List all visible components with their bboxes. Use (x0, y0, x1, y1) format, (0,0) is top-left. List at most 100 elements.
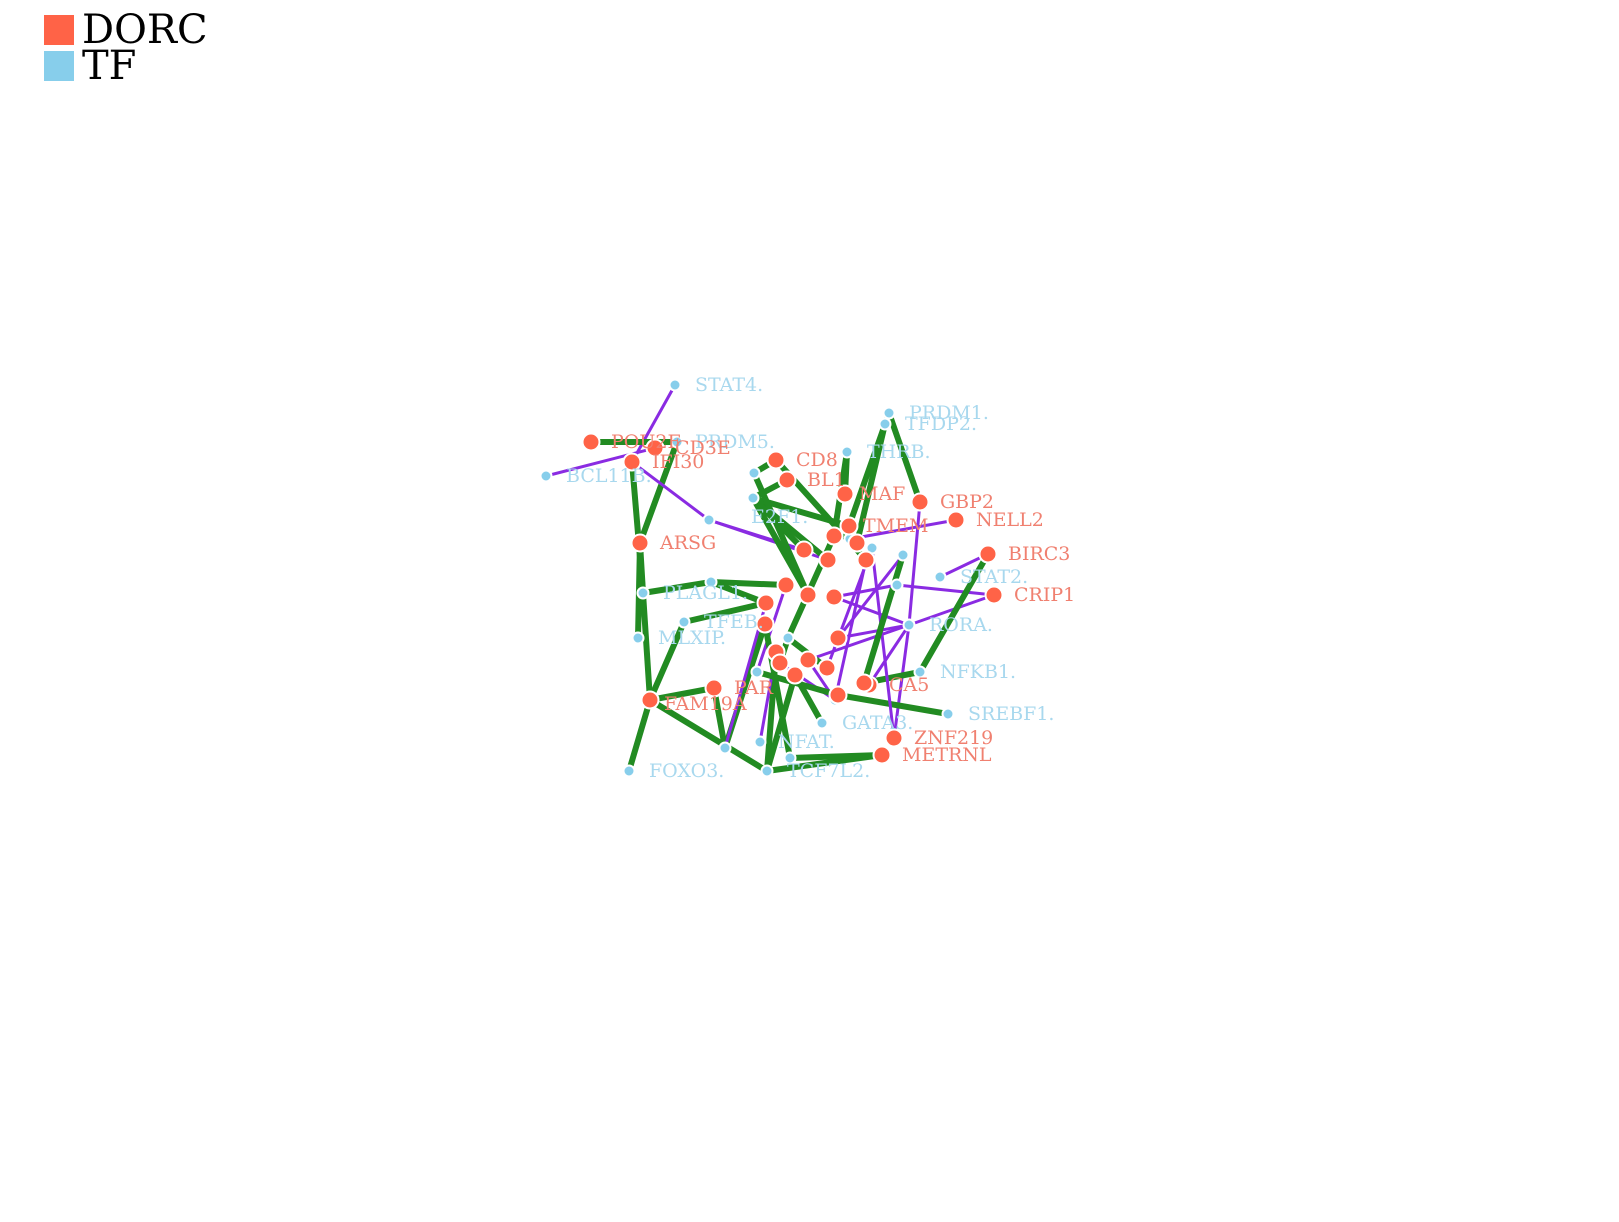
node-tfdp2 (878, 417, 892, 431)
edge-bcl11b-cd3e (544, 446, 657, 478)
edge-tf6-d15 (708, 579, 789, 588)
edge-rora-znf219 (892, 623, 911, 740)
node-tcf7l2 (760, 764, 774, 778)
legend-swatch-tf (44, 51, 74, 81)
edge-srebf1-d11 (835, 692, 951, 717)
node-label-tmem: TMEM (863, 515, 928, 537)
legend-item-tf: TF (44, 43, 208, 89)
node-label-metrnl: METRNL (902, 744, 992, 766)
edge-crip1-rora (907, 593, 996, 627)
node-label-tcf7l2: TCF7L2. (787, 760, 870, 782)
node-tf10 (750, 665, 764, 679)
legend-label-dorc: DORC (82, 7, 208, 53)
node-d17 (817, 658, 837, 678)
node-d8 (828, 628, 848, 648)
edge-plagl1-fam19a (640, 590, 653, 703)
edge-foxo3-fam19a (626, 697, 653, 774)
node-thrb (840, 445, 854, 459)
edge-rora-d7 (832, 595, 911, 627)
node-label-e2f1: E2F1. (751, 506, 808, 528)
node-label-mlxip: MLXIP. (658, 627, 726, 649)
edge-stat4-ifi30 (630, 383, 677, 464)
node-bcl11b (539, 469, 553, 483)
node-label-prdm1: PRDM1. (909, 402, 989, 424)
edge-plagl1-tf6 (640, 579, 714, 596)
node-rora (902, 618, 916, 632)
node-label-rora: RORA. (929, 614, 993, 636)
node-tmem (839, 516, 859, 536)
node-stat4 (668, 378, 682, 392)
node-label-stat4: STAT4. (695, 374, 763, 396)
label-layer: STAT4. PRDM1.TFDP2. PRDM5. BCL11B. THRB. STAT… (566, 374, 1075, 782)
node-label-gata3: GATA3. (842, 712, 913, 734)
node-label-cd3e: CD3E (675, 437, 731, 459)
node-gata3 (815, 716, 829, 730)
node-d10 (854, 673, 874, 693)
node-par (704, 678, 724, 698)
node-tf6 (704, 575, 718, 589)
node-cd8 (766, 450, 786, 470)
node-d13 (785, 665, 805, 685)
node-pou2f (581, 432, 601, 452)
edge-birc3-nfkb1 (917, 551, 991, 675)
node-label-tfeb: TFEB. (704, 611, 764, 633)
node-crip1 (984, 585, 1004, 605)
edge-nell2-tf8 (848, 518, 958, 541)
node-label-nfat: NFAT. (778, 731, 835, 753)
node-layer (539, 378, 1004, 778)
edge-rora-ca5 (867, 623, 911, 687)
edge-tf5-d8 (836, 553, 905, 640)
node-label-arsg: ARSG (659, 532, 716, 554)
edge-fam19a-tcf7l2 (647, 697, 770, 774)
node-cd3e (645, 438, 665, 458)
node-d3 (856, 550, 876, 570)
edge-tf12-d3 (833, 558, 868, 702)
node-label-maf: MAF (859, 483, 905, 505)
node-d18 (770, 653, 790, 673)
node-arsg (630, 533, 650, 553)
node-d1 (794, 540, 814, 560)
legend: DORC TF (44, 7, 208, 89)
node-stat2 (933, 570, 947, 584)
node-label-stat2: STAT2. (960, 566, 1028, 588)
edge-znf219-tf4 (870, 546, 896, 740)
node-label-thrb: THRB. (867, 441, 931, 463)
node-d4 (824, 526, 844, 546)
node-znf219 (884, 728, 904, 748)
legend-label-tf: TF (82, 43, 137, 89)
node-label-cd8: CD8 (796, 449, 838, 471)
node-d7 (824, 587, 844, 607)
node-foxo3 (622, 764, 636, 778)
node-label-tfdp2: TFDP2. (905, 413, 977, 435)
node-tf5 (896, 548, 910, 562)
node-fam19a (640, 690, 660, 710)
node-tf1 (702, 513, 716, 527)
node-label-bl1: BL1 (807, 469, 846, 491)
edge-gbp2-rora (907, 500, 922, 627)
node-tf11 (781, 631, 795, 645)
node-d9 (798, 650, 818, 670)
node-label-pou2f: POU2F (611, 431, 681, 453)
node-birc3 (978, 544, 998, 564)
node-tf9 (783, 751, 797, 765)
node-d14 (755, 614, 775, 634)
node-label-gbp2: GBP2 (940, 491, 994, 513)
node-label-par: PAR (734, 677, 774, 699)
node-gbp2 (910, 492, 930, 512)
node-label-srebf1: SREBF1. (968, 703, 1054, 725)
node-label-nfkb1: NFKB1. (940, 661, 1016, 683)
node-label-fam19a: FAM19A (664, 693, 747, 715)
edge-tfdp2-d5 (854, 421, 888, 546)
edge-tf5-d10 (861, 552, 906, 686)
edge-prdm1-gbp2 (886, 410, 923, 505)
node-nfkb1 (913, 665, 927, 679)
node-label-bcl11b: BCL11B. (566, 465, 652, 487)
node-metrnl (872, 745, 892, 765)
node-tf2 (747, 466, 761, 480)
node-tf3 (890, 578, 904, 592)
node-d2 (818, 550, 838, 570)
node-ifi30 (622, 452, 642, 472)
edge-layer (544, 383, 996, 774)
node-prdm1 (882, 406, 896, 420)
